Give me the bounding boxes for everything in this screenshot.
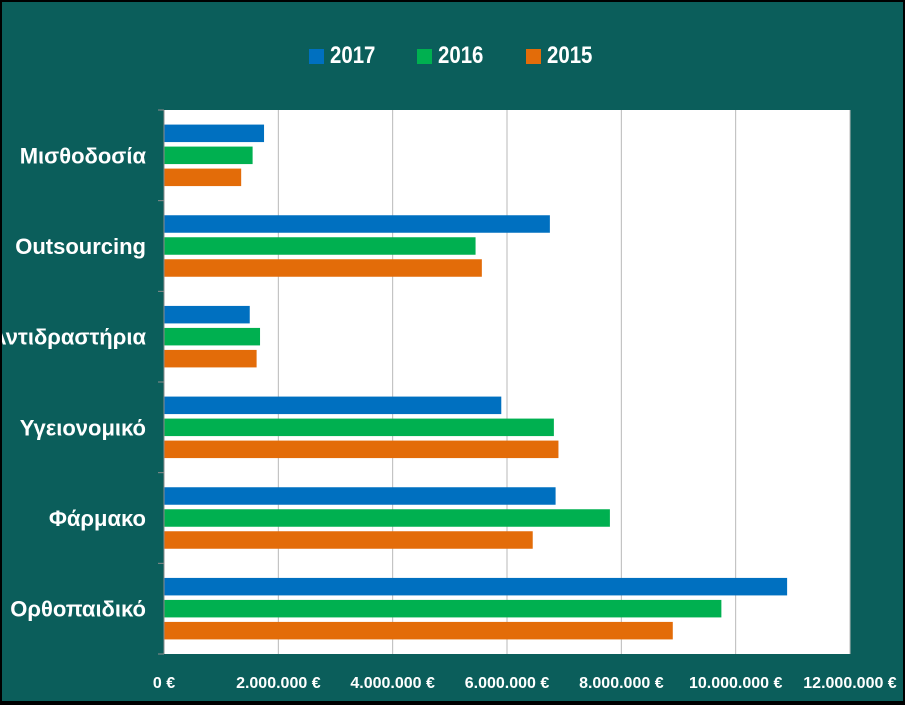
bar-2017-0 [164, 124, 265, 143]
category-label: Ορθοπαιδικό [10, 597, 146, 622]
category-label: Outsourcing [15, 234, 146, 259]
bar-2017-3 [164, 396, 502, 415]
bar-2016-2 [164, 327, 261, 346]
legend-swatch-2016 [417, 48, 433, 64]
bar-2017-4 [164, 487, 556, 505]
bar-2017-2 [164, 305, 250, 324]
category-label: Φάρμακο [49, 506, 146, 531]
bar-2016-0 [164, 146, 253, 165]
legend-swatch-2017 [308, 48, 324, 64]
legend-item-2016: 2016 [417, 42, 491, 70]
bar-2017-5 [164, 577, 788, 596]
bar-2016-4 [164, 509, 610, 527]
bar-2016-1 [164, 237, 476, 255]
x-tick-label: 8.000.000 € [579, 675, 664, 692]
x-tick-label: 12.000.000 € [803, 675, 897, 692]
x-tick-label: 10.000.000 € [689, 675, 783, 692]
legend-swatch-2015 [525, 48, 541, 64]
x-tick-label: 2.000.000 € [236, 675, 321, 692]
category-label: Υγειονομικό [20, 415, 146, 440]
bar-2015-3 [164, 440, 559, 459]
legend: 2017 2016 2015 [2, 42, 905, 70]
bar-2016-3 [164, 418, 554, 437]
bar-2015-4 [164, 531, 533, 549]
bar-2016-5 [164, 599, 722, 618]
category-label: Αντιδραστήρια [2, 325, 146, 350]
bar-2017-1 [164, 215, 550, 233]
x-tick-label: 0 € [153, 675, 175, 692]
legend-item-2015: 2015 [525, 42, 600, 70]
legend-item-2017: 2017 [308, 42, 383, 70]
x-tick-label: 4.000.000 € [350, 675, 435, 692]
bar-2015-2 [164, 349, 257, 368]
legend-label-2015: 2015 [546, 42, 593, 69]
legend-label-2016: 2016 [438, 42, 484, 69]
category-label: Μισθοδοσία [20, 143, 147, 168]
bar-2015-0 [164, 168, 242, 187]
bar-2015-1 [164, 259, 482, 277]
bar-2015-5 [164, 621, 673, 640]
legend-label-2017: 2017 [329, 42, 376, 69]
x-tick-label: 6.000.000 € [465, 675, 550, 692]
